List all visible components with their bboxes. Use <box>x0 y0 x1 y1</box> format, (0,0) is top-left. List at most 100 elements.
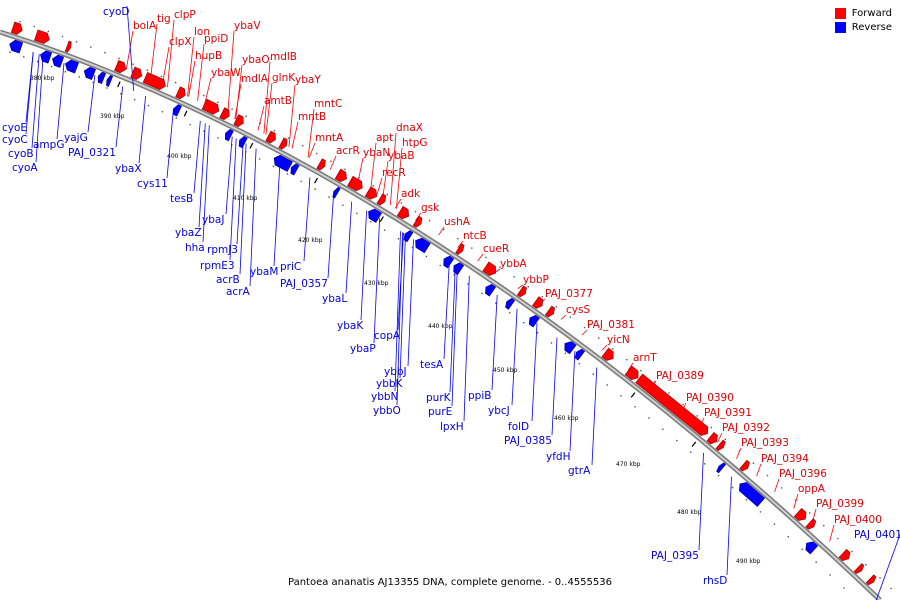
reverse-leader-line <box>115 86 124 148</box>
strand-dot <box>356 212 358 215</box>
forward-gene-feature <box>10 21 23 35</box>
reverse-leader-line <box>875 533 900 600</box>
reverse-leader-line <box>138 96 146 164</box>
strand-dot <box>328 196 330 198</box>
forward-gene-label: ybaY <box>295 74 321 86</box>
strand-dot <box>592 373 595 376</box>
scale-tick-mark <box>379 216 384 222</box>
reverse-gene-label: ybaL <box>322 293 347 305</box>
forward-gene-feature <box>265 130 276 144</box>
gene-features <box>9 21 877 586</box>
strand-dot <box>467 283 469 285</box>
forward-gene-feature <box>376 193 387 206</box>
strand-dot <box>89 46 92 48</box>
strand-dot <box>78 76 81 78</box>
reverse-gene-label: ybaZ <box>175 227 202 239</box>
reverse-leader-line <box>273 161 281 267</box>
reverse-gene-feature <box>52 54 65 68</box>
strand-dot <box>555 306 558 308</box>
strand-dot <box>752 462 755 465</box>
scale-tick-label: 480 kbp <box>677 509 702 516</box>
forward-leader-line <box>235 64 243 120</box>
strand-dot <box>50 65 53 68</box>
reverse-leader-line <box>399 234 406 379</box>
reverse-leader-line <box>202 125 210 243</box>
strand-dot <box>527 285 530 288</box>
reverse-leader-line <box>239 143 247 275</box>
strand-dot <box>495 302 497 304</box>
strand-dot <box>508 312 511 314</box>
forward-leader-line <box>382 160 389 201</box>
reverse-gene-feature <box>403 230 414 243</box>
strand-dot <box>300 180 303 183</box>
forward-leader-line <box>188 60 196 97</box>
strand-dot <box>414 210 417 213</box>
forward-leader-line <box>477 253 484 262</box>
forward-gene-feature <box>412 215 423 228</box>
forward-gene-feature <box>838 548 851 562</box>
reverse-leader-line <box>236 142 244 245</box>
forward-gene-feature <box>130 66 143 80</box>
reverse-gene-label: priC <box>280 261 301 273</box>
scale-tick-mark <box>691 441 697 448</box>
strand-dot <box>456 237 459 240</box>
strand-dot <box>682 403 684 406</box>
forward-gene-feature <box>316 158 326 171</box>
strand-dot <box>386 193 389 196</box>
backbone-shadow <box>0 29 882 600</box>
forward-leader-line <box>793 493 799 509</box>
reverse-gene-label: cyoA <box>12 162 38 174</box>
forward-gene-feature <box>64 40 72 53</box>
forward-gene-label: ntcB <box>463 230 487 242</box>
reverse-swatch <box>834 22 846 33</box>
forward-gene-feature <box>482 261 497 276</box>
forward-leader-line <box>308 142 316 158</box>
reverse-gene-feature <box>65 59 79 74</box>
strand-dot <box>485 256 487 259</box>
forward-gene-label: mdlB <box>270 51 297 63</box>
strand-dot <box>513 276 515 278</box>
forward-leader-line <box>167 19 175 88</box>
strand-dot <box>731 486 734 489</box>
reverse-gene-label: folD <box>508 421 529 433</box>
forward-leader-line <box>288 84 296 147</box>
strand-dot <box>724 438 727 441</box>
scale-tick-mark <box>314 177 319 184</box>
forward-leader-line <box>601 344 608 351</box>
reverse-gene-feature <box>106 75 114 87</box>
forward-gene-label: clpP <box>174 9 196 21</box>
forward-gene-feature <box>601 347 614 361</box>
strand-dot <box>383 229 386 231</box>
reverse-leader-line <box>56 63 65 140</box>
forward-gene-label: ybbP <box>523 274 549 286</box>
forward-gene-label: arnT <box>633 352 657 364</box>
reverse-gene-feature <box>332 186 341 199</box>
reverse-leader-line <box>87 74 96 133</box>
strand-dot <box>189 123 191 126</box>
strand-dot <box>787 535 790 538</box>
reverse-leader-line <box>451 267 458 407</box>
strand-dot <box>118 57 120 60</box>
reverse-leader-line <box>511 308 518 406</box>
strand-dot <box>175 117 178 119</box>
strand-dot <box>61 35 64 38</box>
reverse-gene-label: cyoD <box>103 6 130 18</box>
reverse-leader-line <box>591 367 598 466</box>
forward-leader-line <box>234 83 242 119</box>
reverse-leader-line <box>463 275 470 422</box>
reverse-gene-label: ybbK <box>376 378 404 390</box>
strand-dot <box>245 115 247 117</box>
reverse-gene-label: ybcJ <box>488 405 510 417</box>
forward-gene-label: ppiD <box>204 33 228 45</box>
forward-gene-feature <box>201 98 220 115</box>
reverse-leader-line <box>193 120 201 194</box>
reverse-leader-line <box>166 108 174 179</box>
forward-gene-label: PAJ_0377 <box>545 288 593 300</box>
forward-gene-label: PAJ_0390 <box>686 392 734 404</box>
strand-dot <box>703 463 706 465</box>
reverse-leader-line <box>327 191 335 279</box>
reverse-leader-line <box>531 323 538 422</box>
forward-gene-label: PAJ_0391 <box>704 407 752 419</box>
legend-reverse-label: Reverse <box>851 22 892 33</box>
